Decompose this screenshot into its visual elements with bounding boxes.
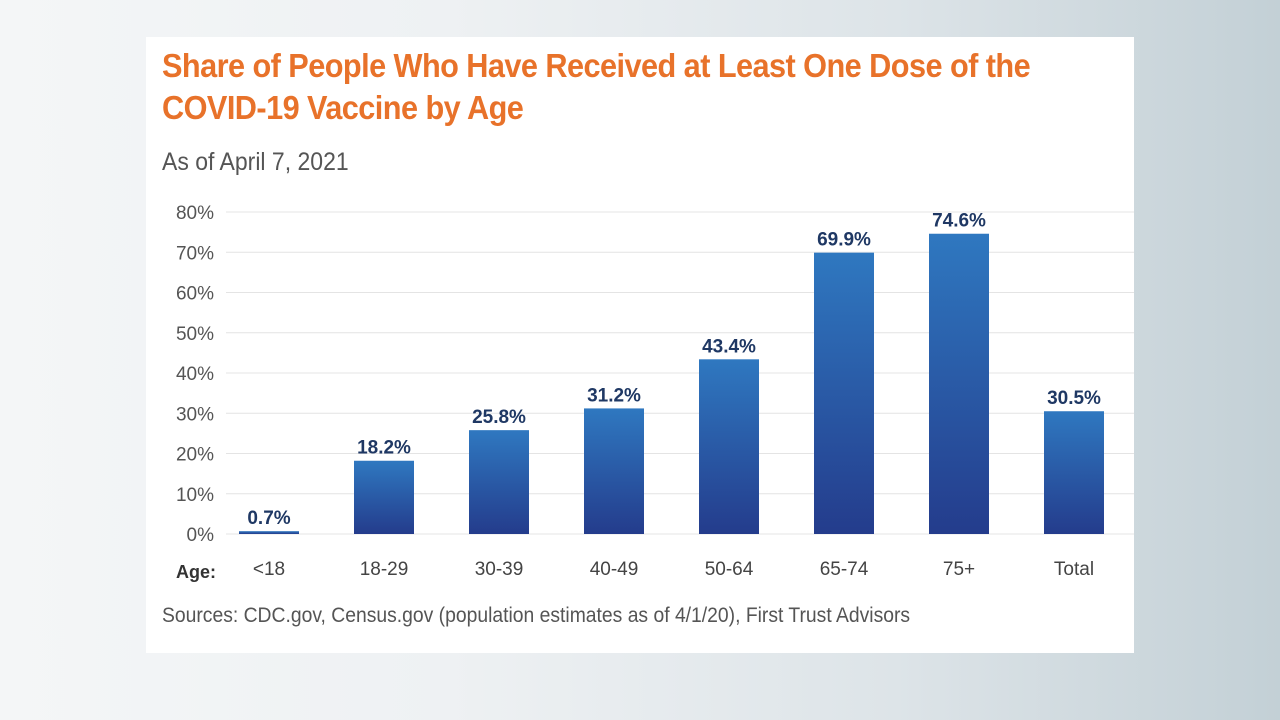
data-label: 43.4% bbox=[702, 336, 756, 357]
x-tick-label: 65-74 bbox=[820, 559, 869, 580]
x-axis-label: Age: bbox=[176, 562, 216, 582]
bar bbox=[584, 408, 644, 534]
bar-chart: 0% 10% 20% 30% 40% 50% 60% 70% 80% 0.7% 18.2% 25.8… bbox=[176, 203, 1134, 582]
bar bbox=[239, 531, 299, 534]
x-axis: <18 18-29 30-39 40-49 50-64 65-74 75+ Total bbox=[253, 559, 1094, 580]
x-tick-label: 30-39 bbox=[475, 559, 524, 580]
bar bbox=[1044, 411, 1104, 534]
y-tick-label: 30% bbox=[176, 404, 214, 425]
y-tick-label: 10% bbox=[176, 485, 214, 506]
x-tick-label: <18 bbox=[253, 559, 285, 580]
chart-card: Share of People Who Have Received at Lea… bbox=[146, 37, 1134, 653]
y-tick-label: 20% bbox=[176, 445, 214, 466]
x-tick-label: Total bbox=[1054, 559, 1094, 580]
bar bbox=[814, 252, 874, 534]
data-label: 0.7% bbox=[247, 508, 290, 529]
bars bbox=[239, 233, 1104, 535]
y-tick-label: 60% bbox=[176, 284, 214, 305]
x-tick-label: 50-64 bbox=[705, 559, 754, 580]
y-axis: 0% 10% 20% 30% 40% 50% 60% 70% 80% bbox=[176, 203, 214, 546]
data-label: 74.6% bbox=[932, 211, 986, 232]
x-tick-label: 40-49 bbox=[590, 559, 639, 580]
data-labels: 0.7% 18.2% 25.8% 31.2% 43.4% 69.9% 74.6% 30.5% bbox=[247, 211, 1101, 529]
data-label: 69.9% bbox=[817, 230, 871, 251]
data-label: 18.2% bbox=[357, 438, 411, 459]
chart-title: Share of People Who Have Received at Lea… bbox=[162, 47, 1031, 126]
data-label: 25.8% bbox=[472, 407, 526, 428]
y-tick-label: 80% bbox=[176, 203, 214, 224]
bar bbox=[929, 233, 989, 535]
data-label: 30.5% bbox=[1047, 388, 1101, 409]
y-tick-label: 50% bbox=[176, 324, 214, 345]
x-tick-label: 18-29 bbox=[360, 559, 409, 580]
y-tick-label: 40% bbox=[176, 364, 214, 385]
data-label: 31.2% bbox=[587, 385, 641, 406]
bar bbox=[354, 460, 414, 534]
bar bbox=[699, 359, 759, 534]
chart-subtitle: As of April 7, 2021 bbox=[162, 148, 349, 176]
x-tick-label: 75+ bbox=[943, 559, 975, 580]
y-tick-label: 70% bbox=[176, 243, 214, 264]
bar bbox=[469, 430, 529, 534]
source-note: Sources: CDC.gov, Census.gov (population… bbox=[162, 604, 911, 627]
y-tick-label: 0% bbox=[187, 525, 215, 546]
